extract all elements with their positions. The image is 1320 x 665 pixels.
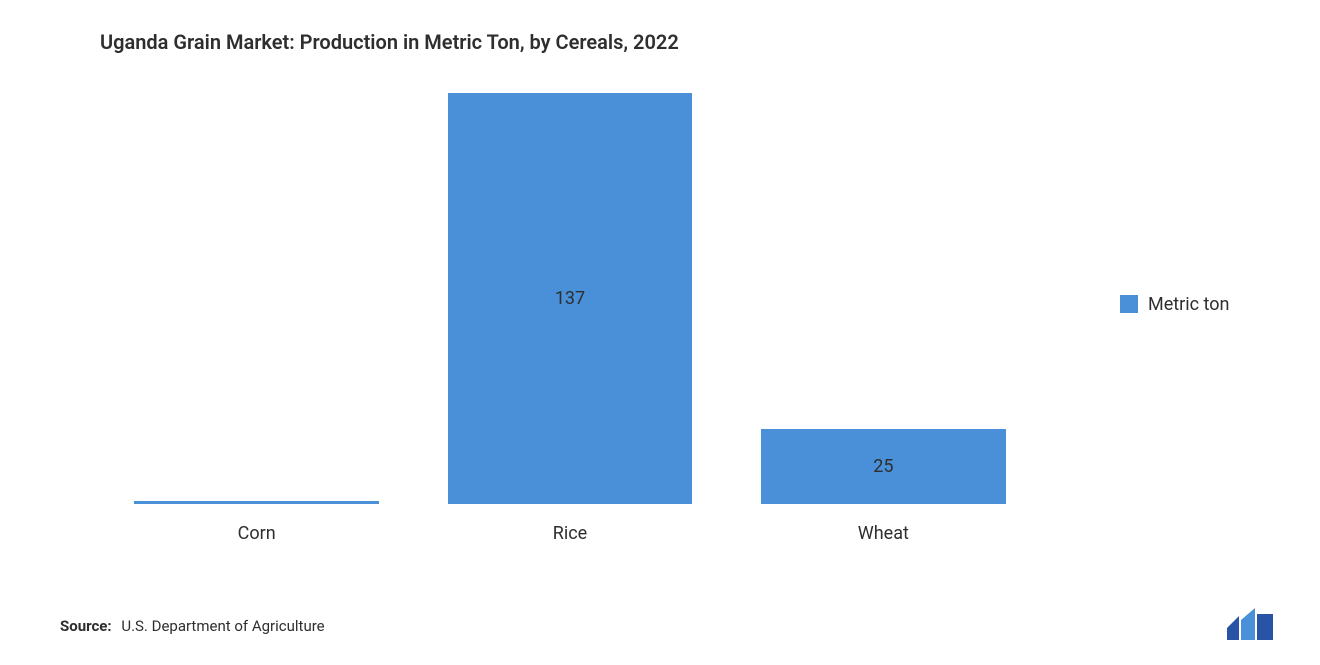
bar-slot-wheat: 25: [727, 84, 1040, 504]
source-line: Source: U.S. Department of Agriculture: [60, 617, 325, 635]
bar-value-rice: 137: [555, 288, 585, 309]
source-text: U.S. Department of Agriculture: [121, 617, 324, 635]
bars-row: 137 25: [100, 84, 1040, 504]
bar-slot-corn: [100, 84, 413, 504]
x-label-rice: Rice: [413, 513, 726, 544]
legend: Metric ton: [1040, 64, 1260, 544]
chart-container: Uganda Grain Market: Production in Metri…: [0, 0, 1320, 665]
x-label-corn: Corn: [100, 513, 413, 544]
source-label: Source:: [60, 617, 112, 635]
bar-slot-rice: 137: [413, 84, 726, 504]
x-axis-labels: Corn Rice Wheat: [100, 513, 1040, 544]
legend-item-metric-ton: Metric ton: [1120, 294, 1229, 315]
bar-value-wheat: 25: [873, 456, 893, 477]
plot-area: 137 25 Corn Rice Wheat: [100, 64, 1040, 544]
bar-rice: 137: [448, 93, 692, 504]
brand-logo-icon: [1225, 608, 1275, 640]
legend-label: Metric ton: [1148, 294, 1229, 315]
x-label-wheat: Wheat: [727, 513, 1040, 544]
chart-title: Uganda Grain Market: Production in Metri…: [100, 30, 1260, 54]
legend-swatch: [1120, 295, 1138, 313]
bar-corn: [134, 501, 378, 504]
bar-wheat: 25: [761, 429, 1005, 504]
chart-body: 137 25 Corn Rice Wheat Metric ton: [100, 64, 1260, 544]
